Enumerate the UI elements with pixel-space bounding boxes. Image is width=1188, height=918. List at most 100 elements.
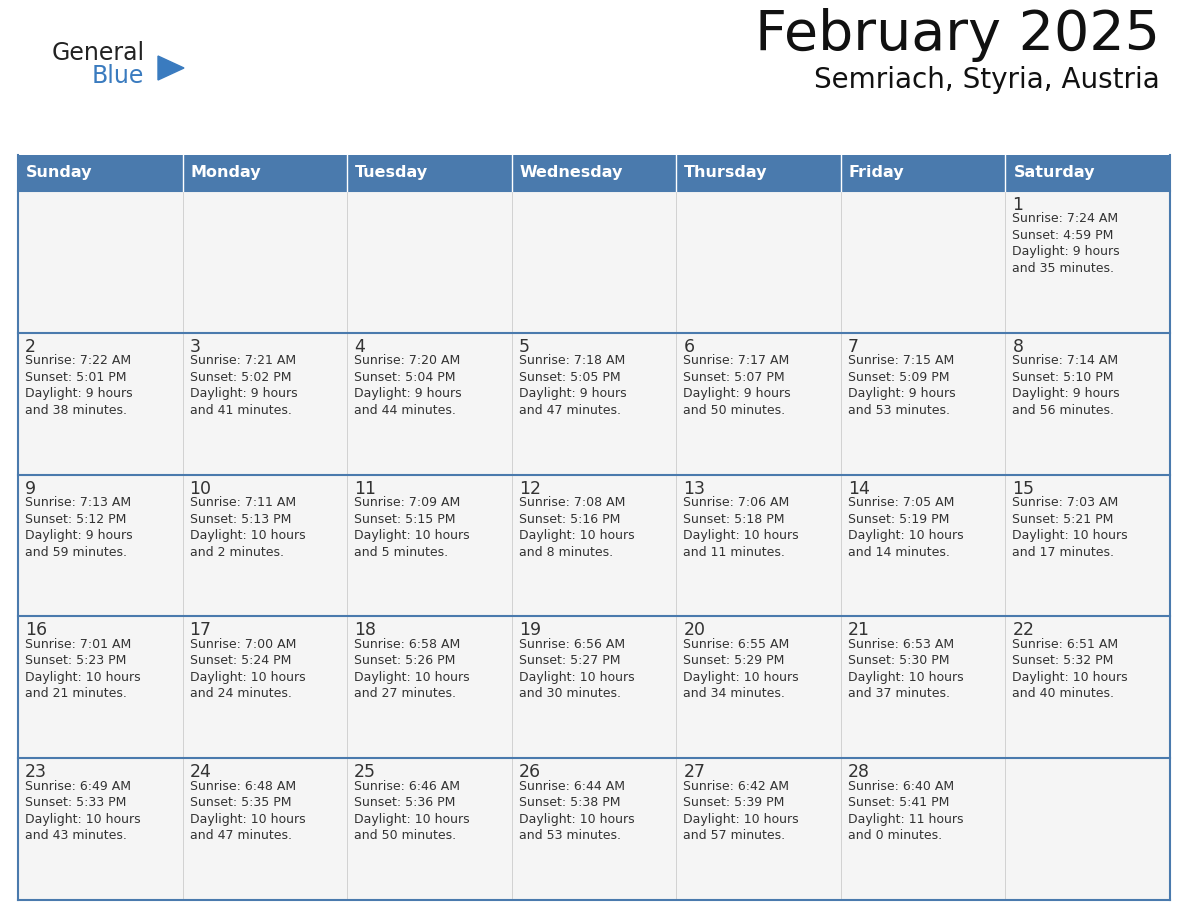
Text: 3: 3 [190,338,201,356]
Text: Sunrise: 7:13 AM: Sunrise: 7:13 AM [25,496,131,509]
Text: Sunrise: 7:08 AM: Sunrise: 7:08 AM [519,496,625,509]
Text: Daylight: 10 hours: Daylight: 10 hours [190,671,305,684]
Text: Sunrise: 6:48 AM: Sunrise: 6:48 AM [190,779,296,793]
Text: 4: 4 [354,338,365,356]
Text: Sunrise: 6:53 AM: Sunrise: 6:53 AM [848,638,954,651]
Text: Daylight: 9 hours: Daylight: 9 hours [25,387,133,400]
Bar [183,155,347,191]
Text: 15: 15 [1012,479,1035,498]
Text: Sunday: Sunday [26,165,93,181]
Text: Sunrise: 7:05 AM: Sunrise: 7:05 AM [848,496,954,509]
Text: Sunrise: 6:56 AM: Sunrise: 6:56 AM [519,638,625,651]
Text: Sunrise: 7:24 AM: Sunrise: 7:24 AM [1012,212,1119,226]
Text: 13: 13 [683,479,706,498]
Text: Sunrise: 7:09 AM: Sunrise: 7:09 AM [354,496,461,509]
Text: Daylight: 10 hours: Daylight: 10 hours [848,671,963,684]
Text: Daylight: 9 hours: Daylight: 9 hours [190,387,297,400]
Text: 7: 7 [848,338,859,356]
Text: and 50 minutes.: and 50 minutes. [354,829,456,842]
Text: and 0 minutes.: and 0 minutes. [848,829,942,842]
Text: Sunrise: 7:14 AM: Sunrise: 7:14 AM [1012,354,1119,367]
Text: Daylight: 10 hours: Daylight: 10 hours [354,812,469,825]
Text: and 53 minutes.: and 53 minutes. [519,829,620,842]
Text: Sunrise: 7:21 AM: Sunrise: 7:21 AM [190,354,296,367]
Text: and 38 minutes.: and 38 minutes. [25,404,127,417]
Text: 9: 9 [25,479,36,498]
Text: and 27 minutes.: and 27 minutes. [354,688,456,700]
Text: Daylight: 10 hours: Daylight: 10 hours [1012,529,1129,543]
Text: 16: 16 [25,621,48,640]
Text: Sunset: 5:26 PM: Sunset: 5:26 PM [354,655,455,667]
Text: Daylight: 9 hours: Daylight: 9 hours [848,387,955,400]
Text: Sunset: 5:07 PM: Sunset: 5:07 PM [683,371,785,384]
Text: Blue: Blue [91,64,145,88]
Text: Daylight: 9 hours: Daylight: 9 hours [25,529,133,543]
Bar [512,155,676,191]
Text: and 50 minutes.: and 50 minutes. [683,404,785,417]
Text: 17: 17 [190,621,211,640]
Text: and 17 minutes.: and 17 minutes. [1012,545,1114,558]
Text: 14: 14 [848,479,870,498]
Text: and 41 minutes.: and 41 minutes. [190,404,291,417]
Text: Sunset: 5:33 PM: Sunset: 5:33 PM [25,796,126,809]
Text: Daylight: 10 hours: Daylight: 10 hours [683,671,798,684]
Text: Sunrise: 7:03 AM: Sunrise: 7:03 AM [1012,496,1119,509]
Bar [676,155,841,191]
Text: and 37 minutes.: and 37 minutes. [848,688,950,700]
Text: Sunrise: 6:42 AM: Sunrise: 6:42 AM [683,779,789,793]
Text: 26: 26 [519,763,541,781]
Text: General: General [52,41,145,65]
Bar [18,191,1170,333]
Text: Sunrise: 7:06 AM: Sunrise: 7:06 AM [683,496,790,509]
Text: and 53 minutes.: and 53 minutes. [848,404,950,417]
Text: 11: 11 [354,479,377,498]
Text: Daylight: 10 hours: Daylight: 10 hours [190,812,305,825]
Text: Sunrise: 7:20 AM: Sunrise: 7:20 AM [354,354,461,367]
Text: Daylight: 10 hours: Daylight: 10 hours [354,671,469,684]
Text: Thursday: Thursday [684,165,767,181]
Text: and 44 minutes.: and 44 minutes. [354,404,456,417]
Text: Semriach, Styria, Austria: Semriach, Styria, Austria [814,66,1159,94]
Text: Sunrise: 6:55 AM: Sunrise: 6:55 AM [683,638,790,651]
Text: Daylight: 11 hours: Daylight: 11 hours [848,812,963,825]
Bar [18,475,1170,616]
Text: Sunset: 5:29 PM: Sunset: 5:29 PM [683,655,784,667]
Bar [18,616,1170,758]
Text: Daylight: 9 hours: Daylight: 9 hours [1012,245,1120,259]
Text: 21: 21 [848,621,870,640]
Text: and 11 minutes.: and 11 minutes. [683,545,785,558]
Text: 10: 10 [190,479,211,498]
Text: and 14 minutes.: and 14 minutes. [848,545,949,558]
Text: Sunrise: 7:11 AM: Sunrise: 7:11 AM [190,496,296,509]
Text: and 59 minutes.: and 59 minutes. [25,545,127,558]
Text: Daylight: 9 hours: Daylight: 9 hours [519,387,626,400]
Text: Monday: Monday [190,165,261,181]
Text: Daylight: 10 hours: Daylight: 10 hours [519,812,634,825]
Text: 27: 27 [683,763,706,781]
Text: Sunset: 5:12 PM: Sunset: 5:12 PM [25,512,126,526]
Text: and 47 minutes.: and 47 minutes. [519,404,620,417]
Text: 8: 8 [1012,338,1023,356]
Text: Sunrise: 7:17 AM: Sunrise: 7:17 AM [683,354,790,367]
Text: Sunrise: 6:51 AM: Sunrise: 6:51 AM [1012,638,1119,651]
Bar [18,155,183,191]
Text: Sunset: 5:23 PM: Sunset: 5:23 PM [25,655,126,667]
Text: 12: 12 [519,479,541,498]
Text: Sunset: 5:41 PM: Sunset: 5:41 PM [848,796,949,809]
Text: Daylight: 10 hours: Daylight: 10 hours [683,812,798,825]
Text: Sunrise: 6:46 AM: Sunrise: 6:46 AM [354,779,460,793]
Text: Daylight: 10 hours: Daylight: 10 hours [683,529,798,543]
Text: and 21 minutes.: and 21 minutes. [25,688,127,700]
Text: Sunset: 5:24 PM: Sunset: 5:24 PM [190,655,291,667]
Text: Daylight: 9 hours: Daylight: 9 hours [1012,387,1120,400]
Bar [18,333,1170,475]
Text: Sunset: 5:13 PM: Sunset: 5:13 PM [190,512,291,526]
Text: and 30 minutes.: and 30 minutes. [519,688,620,700]
Text: and 47 minutes.: and 47 minutes. [190,829,291,842]
Text: Sunset: 5:09 PM: Sunset: 5:09 PM [848,371,949,384]
Text: 2: 2 [25,338,36,356]
Text: 18: 18 [354,621,377,640]
Text: Sunrise: 6:58 AM: Sunrise: 6:58 AM [354,638,461,651]
Text: Daylight: 10 hours: Daylight: 10 hours [519,671,634,684]
Text: Sunset: 5:01 PM: Sunset: 5:01 PM [25,371,126,384]
